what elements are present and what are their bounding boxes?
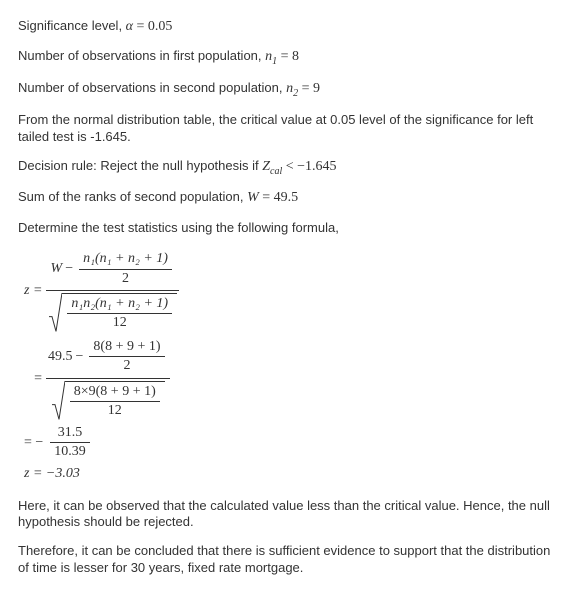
formula-row-3: = − 31.5 10.39 xyxy=(24,424,551,461)
op: < xyxy=(282,159,297,174)
num: n₁(n₁ + n₂ + 1) xyxy=(79,250,172,268)
sqrt: 8×9(8 + 9 + 1) 12 xyxy=(51,381,165,420)
main-fraction: 49.5 − 8(8 + 9 + 1) 2 8×9(8 + 9 + 1) xyxy=(46,336,170,422)
radical-icon xyxy=(48,293,62,332)
radical-icon xyxy=(51,381,65,420)
den: 10.39 xyxy=(50,443,90,461)
formula-row-2: = 49.5 − 8(8 + 9 + 1) 2 xyxy=(24,336,551,422)
main-fraction: W − n₁(n₁ + n₂ + 1) 2 n₁n₂(n₁ + n₂ + 1 xyxy=(46,248,179,334)
line-determine: Determine the test statistics using the … xyxy=(18,220,551,237)
numerator: 49.5 − 8(8 + 9 + 1) 2 xyxy=(46,336,170,377)
sqrt: n₁n₂(n₁ + n₂ + 1) 12 xyxy=(48,293,177,332)
denominator: 8×9(8 + 9 + 1) 12 xyxy=(49,379,167,422)
den: 2 xyxy=(119,357,134,375)
sqrt-body: n₁n₂(n₁ + n₂ + 1) 12 xyxy=(62,293,177,332)
var: Z xyxy=(262,159,270,174)
text: Sum of the ranks of second population, xyxy=(18,189,247,204)
frac: 31.5 10.39 xyxy=(50,424,90,461)
minus: − xyxy=(62,260,76,278)
denominator: n₁n₂(n₁ + n₂ + 1) 12 xyxy=(46,291,179,334)
lhs: = − xyxy=(24,434,43,452)
sqrt-frac: n₁n₂(n₁ + n₂ + 1) 12 xyxy=(67,295,172,332)
text: Number of observations in first populati… xyxy=(18,48,265,63)
val: = 8 xyxy=(277,49,299,64)
alpha-val: = 0.05 xyxy=(133,19,172,34)
text: Number of observations in second populat… xyxy=(18,80,286,95)
den: 12 xyxy=(109,314,131,332)
formula-block: z = W − n₁(n₁ + n₂ + 1) 2 xyxy=(24,248,551,483)
num: n₁n₂(n₁ + n₂ + 1) xyxy=(67,295,172,313)
val: = 9 xyxy=(298,81,320,96)
numerator: W − n₁(n₁ + n₂ + 1) 2 xyxy=(49,248,177,289)
den: 2 xyxy=(118,270,133,288)
line-decision-rule: Decision rule: Reject the null hypothesi… xyxy=(18,158,551,178)
result: z = −3.03 xyxy=(24,465,80,483)
sub: cal xyxy=(270,165,282,176)
line-n1: Number of observations in first populati… xyxy=(18,48,551,68)
line-n2: Number of observations in second populat… xyxy=(18,80,551,100)
formula-row-1: z = W − n₁(n₁ + n₂ + 1) 2 xyxy=(24,248,551,334)
inner-frac: 8(8 + 9 + 1) 2 xyxy=(89,338,164,375)
alpha-sym: α xyxy=(126,19,133,34)
W: 49.5 xyxy=(48,348,73,366)
lhs: z = xyxy=(24,282,42,300)
val: −1.645 xyxy=(297,159,336,174)
text: Significance level, xyxy=(18,18,126,33)
sqrt-frac: 8×9(8 + 9 + 1) 12 xyxy=(70,383,160,420)
den: 12 xyxy=(104,402,126,420)
var: W xyxy=(247,190,259,205)
W: W xyxy=(51,260,63,278)
inner-frac: n₁(n₁ + n₂ + 1) 2 xyxy=(79,250,172,287)
formula-row-4: z = −3.03 xyxy=(24,465,551,483)
minus: − xyxy=(73,348,87,366)
num: 31.5 xyxy=(54,424,87,442)
closing-2: Therefore, it can be concluded that ther… xyxy=(18,543,551,577)
line-significance: Significance level, α = 0.05 xyxy=(18,18,551,36)
sqrt-body: 8×9(8 + 9 + 1) 12 xyxy=(65,381,165,420)
val: = 49.5 xyxy=(259,190,298,205)
line-critical-value: From the normal distribution table, the … xyxy=(18,112,551,146)
text: Decision rule: Reject the null hypothesi… xyxy=(18,158,262,173)
num: 8×9(8 + 9 + 1) xyxy=(70,383,160,401)
closing-1: Here, it can be observed that the calcul… xyxy=(18,498,551,532)
lhs: = xyxy=(24,370,42,388)
line-sum-ranks: Sum of the ranks of second population, W… xyxy=(18,189,551,207)
num: 8(8 + 9 + 1) xyxy=(89,338,164,356)
